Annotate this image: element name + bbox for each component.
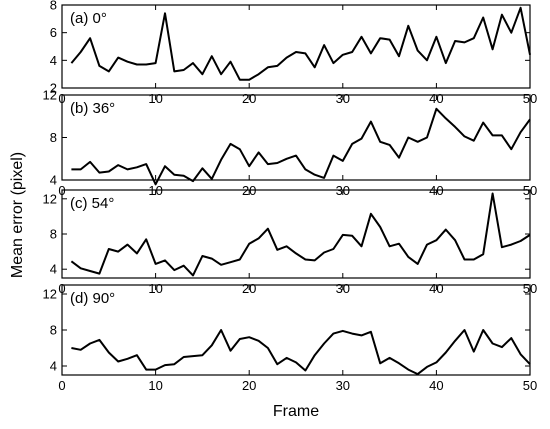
y-tick-label: 4 (50, 262, 57, 277)
panel-0: 010203040502468(a) 0° (50, 0, 537, 106)
y-tick-label: 4 (50, 53, 57, 68)
y-tick-label: 4 (50, 173, 57, 188)
panel-label: (c) 54° (70, 195, 114, 212)
x-tick-label: 50 (523, 378, 537, 393)
x-tick-label: 40 (429, 378, 443, 393)
y-axis-title: Mean error (pixel) (9, 152, 26, 278)
y-tick-label: 6 (50, 25, 57, 40)
y-tick-label: 8 (50, 227, 57, 242)
y-tick-label: 12 (43, 191, 57, 206)
series-line (70, 6, 531, 81)
chart-panels: 010203040502468(a) 0°010203040504812(b) … (43, 0, 538, 393)
panel-frame (61, 189, 531, 279)
y-tick-label: 8 (50, 0, 57, 13)
x-axis-title: Frame (273, 403, 319, 420)
x-tick-label: 10 (148, 378, 162, 393)
y-tick-label: 12 (43, 287, 57, 302)
panel-3: 0 10 20 30 40 50 4 8 12 (d) 90° (43, 284, 537, 393)
panel-label: (d) 90° (70, 290, 115, 307)
y-tick-label: 8 (50, 130, 57, 145)
panel-label: (a) 0° (70, 10, 107, 27)
x-tick-label: 30 (336, 378, 350, 393)
x-tick-label: 20 (242, 378, 256, 393)
panel-frame (61, 94, 531, 181)
y-tick-label: 8 (50, 323, 57, 338)
y-tick-label: 2 (50, 81, 57, 96)
series-line (71, 329, 531, 376)
panel-frame (61, 4, 531, 89)
series-line (71, 107, 531, 186)
y-tick-label: 12 (43, 88, 57, 103)
x-tick-label: 0 (58, 378, 65, 393)
y-tick-label: 4 (50, 359, 57, 374)
panel-label: (b) 36° (70, 100, 115, 117)
series-line (70, 192, 531, 277)
